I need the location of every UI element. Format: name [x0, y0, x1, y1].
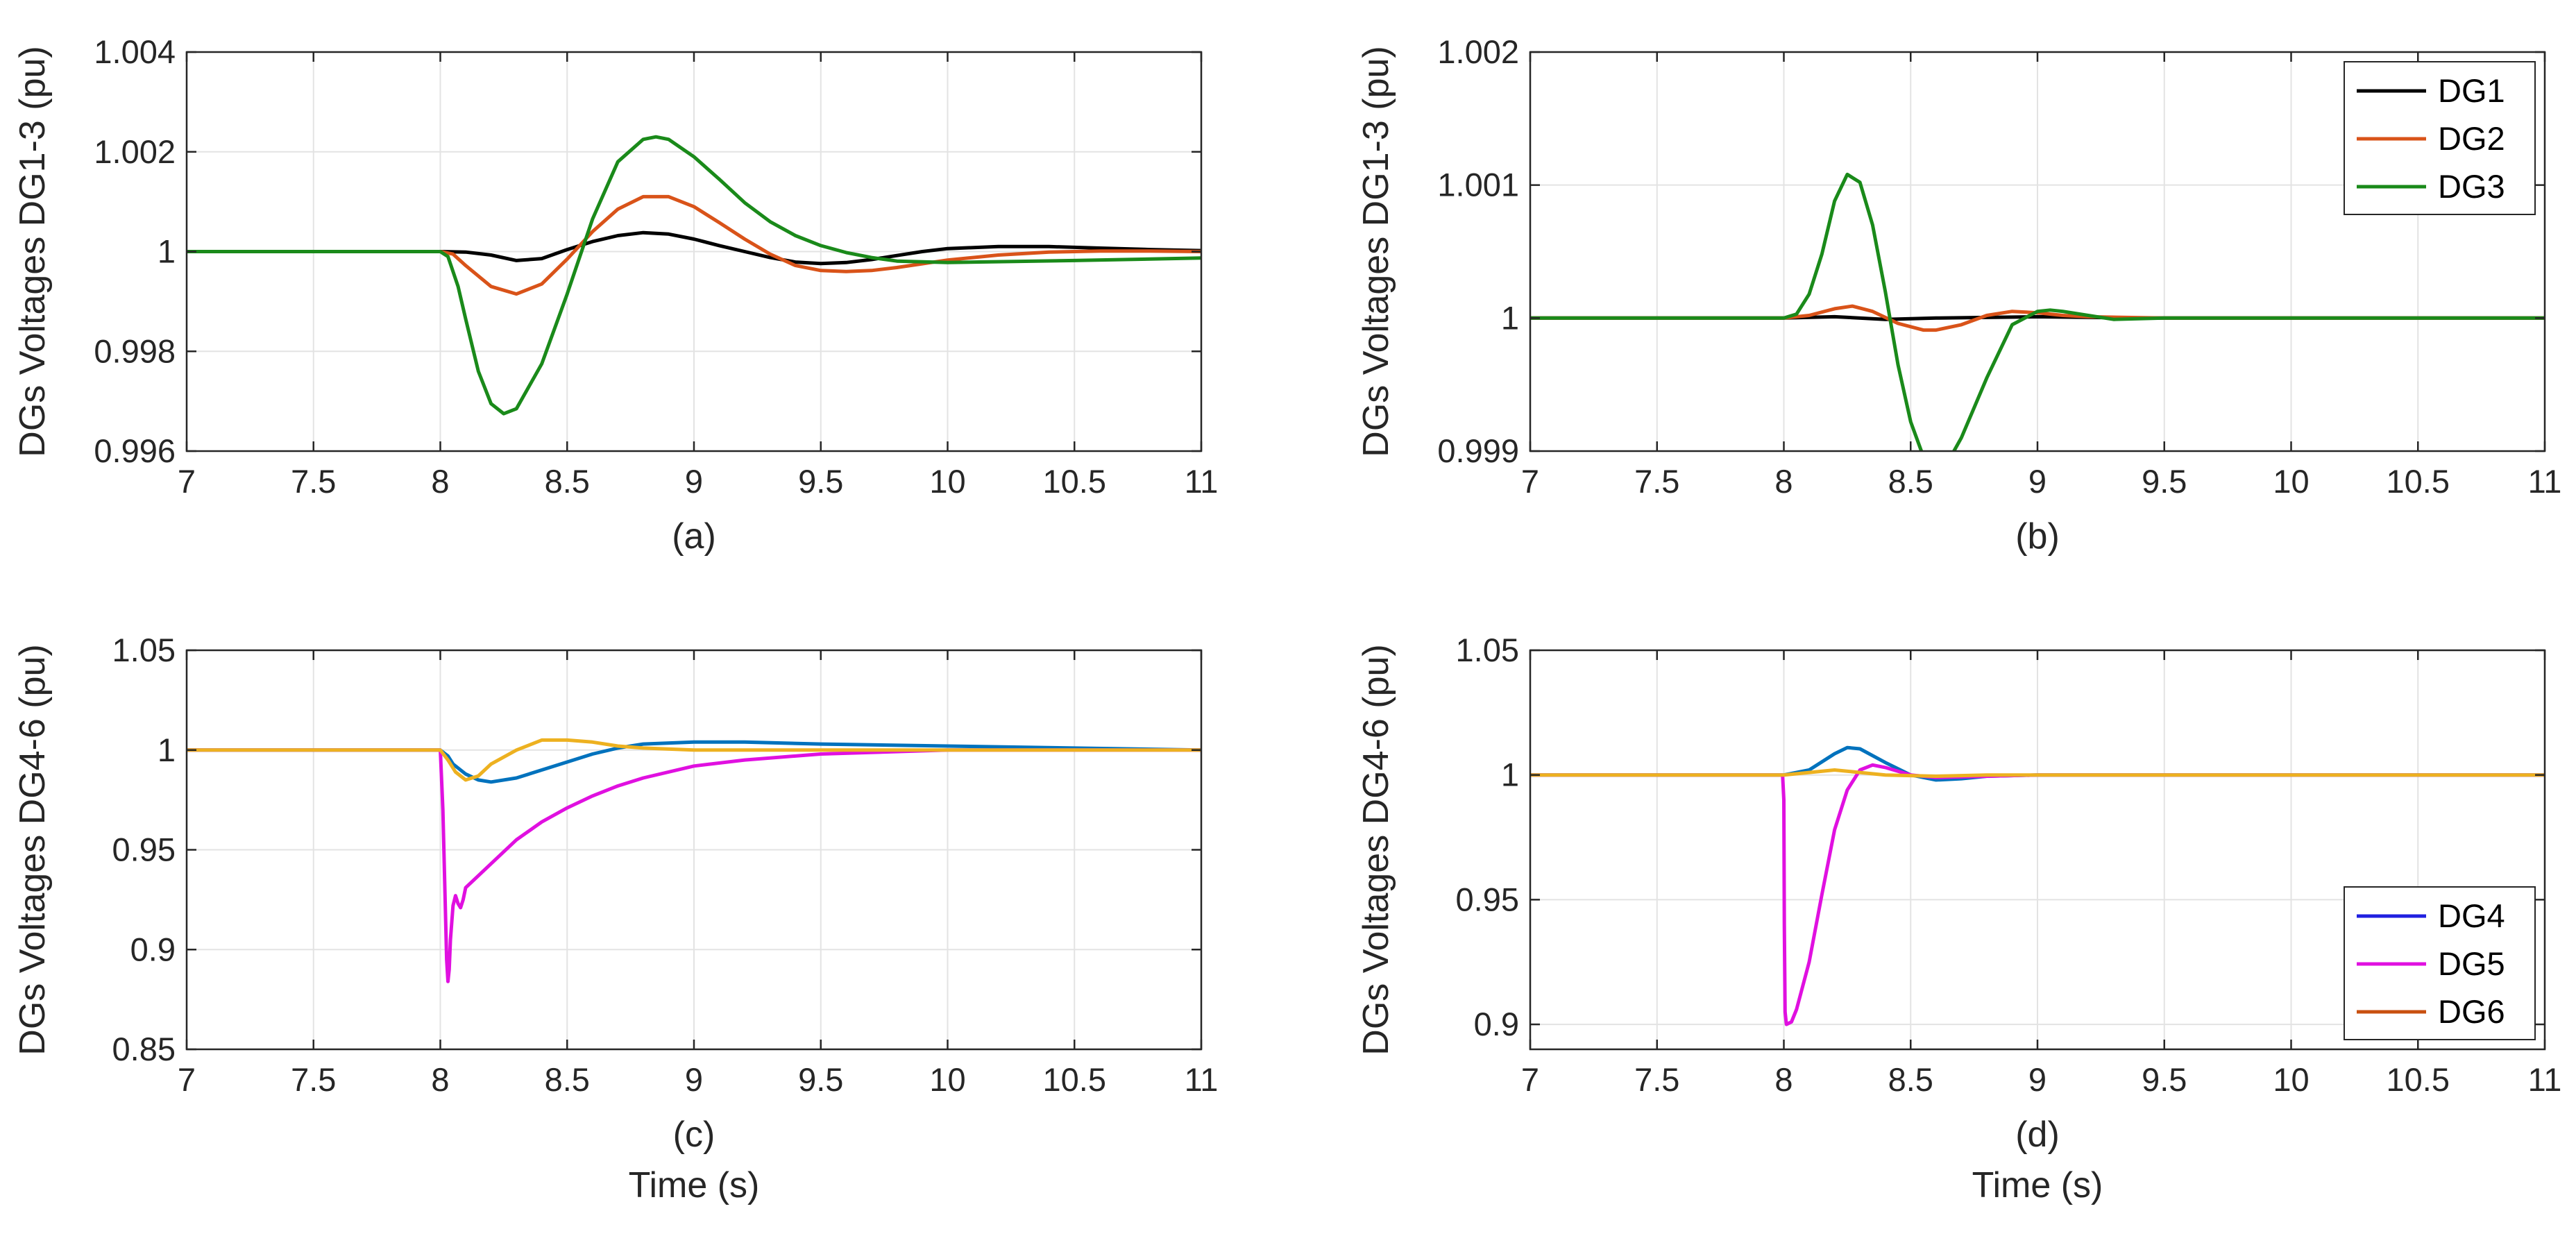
panel-b-ytick-label: 1.001: [1437, 167, 1519, 203]
panel-c-xtick-label: 8.5: [545, 1061, 590, 1098]
panel-d-legend: DG4 DG5 DG6: [2344, 886, 2536, 1040]
panel-d-series-dg6: [1530, 768, 2545, 778]
panel-d-xtick-label: 10.5: [2387, 1061, 2450, 1098]
panel-d-caption: (d): [2015, 1115, 2060, 1155]
panel-c-xtick-label: 9: [685, 1061, 703, 1098]
panel-a-ylabel: DGs Voltages DG1-3 (pu): [12, 46, 53, 457]
panel-d-xtick-label: 8: [1774, 1061, 1793, 1098]
panel-c-ytick-label: 0.85: [112, 1031, 176, 1067]
panel-c-xtick-label: 9.5: [798, 1061, 843, 1098]
panel-b-ytick-label: 0.999: [1437, 432, 1519, 469]
panel-b-xtick-label: 7.5: [1634, 463, 1679, 500]
panel-d-xtick-label: 10: [2273, 1061, 2309, 1098]
panel-a-series-dg2: [187, 194, 1201, 296]
panel-a-xtick-label: 9.5: [798, 463, 843, 500]
panel-a-xtick-label: 10.5: [1043, 463, 1106, 500]
panel-c-series-dg6: [187, 738, 1201, 782]
panel-a-xtick-label: 11: [1185, 463, 1219, 500]
panel-a-ytick-label: 1.002: [94, 133, 176, 170]
panel-d-xtick-label: 9.5: [2142, 1061, 2187, 1098]
panel-d-xtick-label: 7.5: [1634, 1061, 1679, 1098]
panel-b-series-dg3: [1530, 172, 2545, 451]
panel-b-ylabel: DGs Voltages DG1-3 (pu): [1356, 46, 1396, 457]
panel-d-ytick-label: 0.9: [1474, 1006, 1519, 1042]
panel-c-ytick-label: 0.95: [112, 831, 176, 868]
panel-a-ytick-label: 1: [158, 233, 176, 270]
panel-c-series-dg5: [187, 748, 1201, 983]
panel-b-xtick-label: 9.5: [2142, 463, 2187, 500]
panel-a-xtick-label: 7.5: [291, 463, 336, 500]
panel-a-series-dg1: [187, 230, 1201, 266]
panel-a-ytick-label: 0.998: [94, 332, 176, 369]
panel-b: 7 7.5 8 8.5 9 9.5 10 10.5 11 0.999 1 1.001 1.002 DGs …: [1356, 33, 2561, 557]
panel-d-ytick-label: 0.95: [1456, 881, 1519, 917]
panel-d-legend-label-dg6: DG6: [2438, 993, 2505, 1030]
panel-a-xtick-label: 7: [178, 463, 196, 500]
panel-b-legend-label-dg2: DG2: [2438, 120, 2505, 157]
panel-c-xtick-label: 10: [929, 1061, 965, 1098]
panel-d-xtick-label: 11: [2528, 1061, 2562, 1098]
panel-c-ylabel: DGs Voltages DG4-6 (pu): [12, 644, 53, 1055]
panel-c: 7 7.5 8 8.5 9 9.5 10 10.5 11 0.85 0.9 0.95 1 1.05 DGs …: [12, 632, 1218, 1205]
panel-d-legend-label-dg4: DG4: [2438, 897, 2505, 934]
panel-b-ytick-label: 1.002: [1437, 33, 1519, 70]
panel-c-ytick-label: 0.9: [130, 931, 176, 967]
panel-d-xtick-label: 8.5: [1888, 1061, 1933, 1098]
panel-b-legend-label-dg3: DG3: [2438, 168, 2505, 205]
panel-b-caption: (b): [2015, 516, 2060, 557]
panel-c-xtick-label: 8: [431, 1061, 449, 1098]
panel-a-ytick-label: 0.996: [94, 432, 176, 469]
panel-b-xtick-label: 8.5: [1888, 463, 1933, 500]
panel-d-xlabel: Time (s): [1972, 1165, 2103, 1205]
panel-c-ytick-label: 1.05: [112, 632, 176, 668]
panel-d-xtick-label: 7: [1521, 1061, 1539, 1098]
panel-b-xtick-label: 9: [2028, 463, 2047, 500]
panel-b-legend-label-dg1: DG1: [2438, 72, 2505, 109]
panel-a-xtick-label: 8: [431, 463, 449, 500]
panel-c-xtick-label: 11: [1185, 1061, 1219, 1098]
panel-b-legend: DG1 DG2 DG3: [2344, 61, 2536, 215]
panel-b-xtick-label: 7: [1521, 463, 1539, 500]
panel-a: 7 7.5 8 8.5 9 9.5 10 10.5 11 0.996 0.998 1 1.002 1.00…: [12, 33, 1218, 557]
panel-d-ylabel: DGs Voltages DG4-6 (pu): [1356, 644, 1396, 1055]
panel-a-xtick-label: 10: [929, 463, 965, 500]
panel-c-ytick-label: 1: [158, 731, 176, 768]
panel-b-xtick-label: 8: [1774, 463, 1793, 500]
panel-c-xlabel: Time (s): [629, 1165, 760, 1205]
panel-d-ytick-label: 1.05: [1456, 632, 1519, 668]
panel-a-xtick-label: 9: [685, 463, 703, 500]
panel-c-xtick-label: 7.5: [291, 1061, 336, 1098]
panel-c-caption: (c): [673, 1115, 715, 1155]
panel-a-xtick-label: 8.5: [545, 463, 590, 500]
panel-c-xtick-label: 7: [178, 1061, 196, 1098]
panel-d-xtick-label: 9: [2028, 1061, 2047, 1098]
panel-b-xtick-label: 11: [2528, 463, 2562, 500]
panel-a-ytick-label: 1.004: [94, 33, 176, 70]
panel-b-xtick-label: 10.5: [2387, 463, 2450, 500]
panel-c-series-dg4: [187, 740, 1201, 784]
panel-b-series-dg2: [1530, 304, 2545, 332]
panel-b-xtick-label: 10: [2273, 463, 2309, 500]
panel-a-caption: (a): [672, 516, 716, 557]
panel-a-series-dg3: [187, 135, 1201, 416]
panel-c-xtick-label: 10.5: [1043, 1061, 1106, 1098]
panel-d-legend-label-dg5: DG5: [2438, 945, 2505, 982]
panel-d: 7 7.5 8 8.5 9 9.5 10 10.5 11 0.9 0.95 1 1.05 DGs Volt…: [1356, 632, 2561, 1205]
panel-b-ytick-label: 1: [1501, 299, 1519, 336]
panel-d-ytick-label: 1: [1501, 756, 1519, 793]
